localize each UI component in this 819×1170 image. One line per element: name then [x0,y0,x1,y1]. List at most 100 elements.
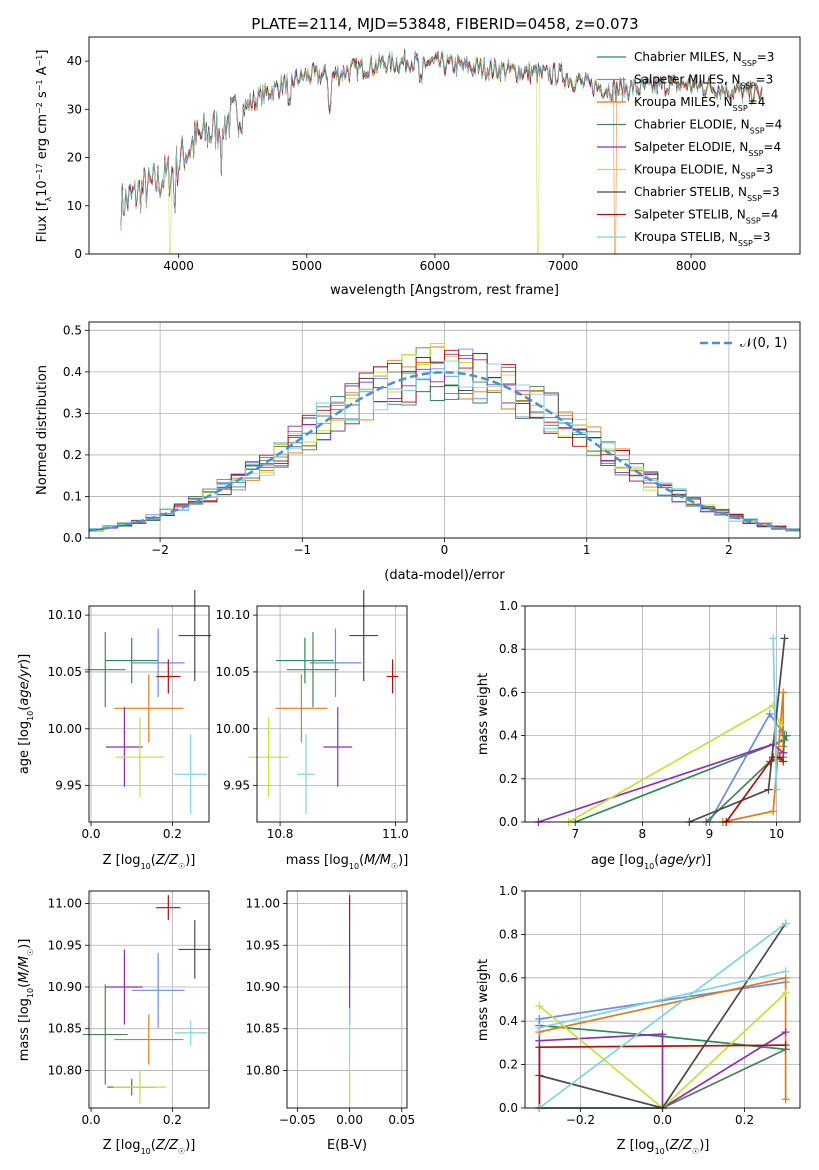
weight-marker [780,731,789,740]
x-tick-label: 0.2 [163,827,182,841]
x-tick-label: 0.2 [735,1113,754,1127]
y-tick-label: 11.00 [246,897,280,911]
age-vs-z-panel: 0.0 0.2 9.95 10.00 10.05 10.10 Z [log10(Z/Z☉)]… [17,590,212,871]
y-tick-label: 10.90 [48,980,82,994]
spectrum-panel: 4000 5000 6000 7000 8000 0 10 20 30 40 wavelength … [35,36,801,298]
figure-title: PLATE=2114, MJD=53848, FIBERID=0458, z=0… [251,15,638,33]
legend-label: 𝒩(0, 1) [740,336,787,351]
y-tick-label: 9.95 [223,779,250,793]
mass-ebv-xlabel: E(B-V) [327,1138,367,1153]
x-tick-label: 1 [583,543,591,557]
x-tick-label: −0.05 [279,1113,316,1127]
legend-label: Kroupa STELIB, NSSP=3 [634,230,771,248]
legend-label: Salpeter ELODIE, NSSP=4 [634,140,781,158]
mass-vs-z-panel: 0.0 0.2 10.80 10.85 10.90 10.95 11.00 Z [log10(… [17,890,212,1156]
x-tick-label: 0.0 [81,827,100,841]
x-tick-label: 0.0 [81,1113,100,1127]
x-tick-label: 7000 [548,259,579,273]
weight-marker [779,748,788,757]
x-tick-label: 0.00 [336,1113,363,1127]
weight-marker [781,988,790,997]
y-tick-label: 10.00 [48,722,82,736]
weight-marker [769,634,778,643]
residuals-ylabel: Normed distribution [35,365,50,495]
y-tick-label: 10.85 [48,1022,82,1036]
y-tick-label: 0.4 [63,365,82,379]
age-z-ylabel: age [log10(age/yr)] [17,654,35,774]
weight-marker [535,1043,544,1052]
axes-frame [88,890,210,1109]
x-tick-label: 0 [441,543,449,557]
y-tick-label: 0.4 [499,1014,518,1028]
y-tick-label: 40 [67,54,82,68]
spectrum-xlabel: wavelength [Angstrom, rest frame] [330,283,559,298]
weight-marker [780,634,789,643]
y-tick-label: 10 [67,199,82,213]
y-tick-label: 0.4 [499,729,518,743]
y-tick-label: 0.3 [63,406,82,420]
x-tick-label: −0.2 [566,1113,595,1127]
legend-label: Salpeter MILES, NSSP=3 [634,73,773,91]
y-tick-label: 10.05 [48,665,82,679]
y-tick-label: 0.8 [499,642,518,656]
x-tick-label: 0.2 [163,1113,182,1127]
y-tick-label: 10.90 [246,980,280,994]
mass-z-xlabel: Z [log10(Z/Z☉)] [103,1138,196,1156]
y-tick-label: 0.2 [499,772,518,786]
y-tick-label: 0.0 [499,815,518,829]
y-tick-label: 10.95 [48,938,82,952]
legend-label: Kroupa ELODIE, NSSP=3 [634,163,773,181]
weight-marker [535,1015,544,1024]
y-tick-label: 20 [67,151,82,165]
x-tick-label: −1 [293,543,311,557]
residuals-xlabel: (data-model)/error [384,568,505,583]
axes-frame [524,605,801,823]
weight-marker [781,1095,790,1104]
x-tick-label: 8 [639,827,647,841]
y-tick-label: 0.6 [499,971,518,985]
x-tick-label: 8000 [676,259,707,273]
legend-label: Chabrier MILES, NSSP=3 [634,50,774,68]
x-tick-label: 6000 [420,259,451,273]
weight-marker [765,710,774,718]
x-tick-label: 0.0 [653,1113,672,1127]
y-tick-label: 30 [67,102,82,116]
mass-weight-vs-z-panel: −0.2 0.0 0.2 0.0 0.2 0.4 0.6 0.8 1.0 Z [log10(Z/Z… [476,884,801,1156]
weight-marker [535,1002,544,1011]
weight-marker [781,919,790,928]
mass-z-ylabel: mass [log10(M/M☉)] [17,939,35,1062]
x-tick-label: 0.05 [388,1113,415,1127]
mass-weight-vs-age-panel: 7 8 9 10 0.0 0.2 0.4 0.6 0.8 1.0 age [log10(age/yr… [476,599,801,871]
y-tick-label: 1.0 [499,599,518,613]
y-tick-label: 11.00 [48,897,82,911]
y-tick-label: 10.10 [216,608,250,622]
weight-marker [658,1030,667,1039]
weight-marker [781,1028,790,1037]
weight-line-9 [539,970,786,1029]
weight-marker [769,807,778,816]
y-tick-label: 0.5 [63,323,82,337]
x-tick-label: −2 [151,543,169,557]
gaussian-curve [88,371,801,532]
weight-marker [764,785,773,794]
spectrum-line-8 [120,49,763,228]
y-tick-label: 0.1 [63,489,82,503]
y-tick-label: 0 [74,247,82,261]
axes-frame [524,890,801,1109]
mass-vs-ebv-panel: −0.05 0.00 0.05 10.80 10.85 10.90 10.95 11.00 E(… [246,890,415,1153]
x-tick-label: 4000 [163,259,194,273]
y-tick-label: 0.6 [499,685,518,699]
y-tick-label: 9.95 [55,779,82,793]
x-tick-label: 2 [725,543,733,557]
y-tick-label: 0.0 [63,531,82,545]
age-z-xlabel: Z [log10(Z/Z☉)] [103,853,196,871]
axes-frame [88,605,210,823]
axes-frame [256,605,408,823]
weight-marker [779,757,788,766]
legend-label: Kroupa MILES, NSSP=4 [634,95,765,113]
axes-frame [286,890,408,1109]
x-tick-label: 10.8 [267,827,294,841]
weight-marker [772,785,781,794]
weight-marker [781,967,790,976]
